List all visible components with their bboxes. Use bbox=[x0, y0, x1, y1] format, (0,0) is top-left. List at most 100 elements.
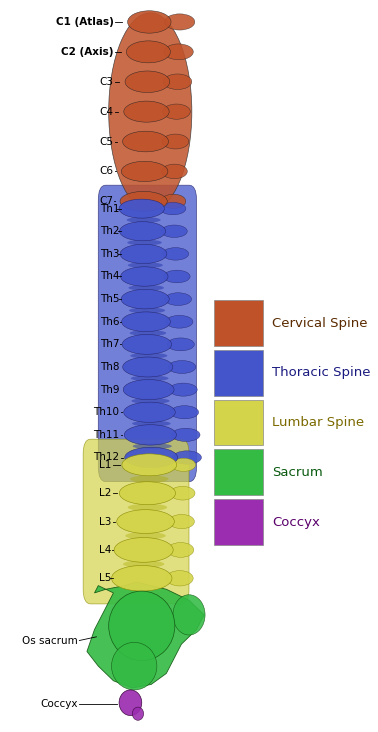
Ellipse shape bbox=[164, 14, 195, 30]
Ellipse shape bbox=[161, 194, 186, 209]
Ellipse shape bbox=[164, 44, 193, 60]
Text: L1: L1 bbox=[99, 460, 112, 470]
Ellipse shape bbox=[123, 380, 174, 400]
Text: C7: C7 bbox=[99, 196, 113, 206]
Ellipse shape bbox=[132, 707, 144, 720]
Text: Th2: Th2 bbox=[99, 226, 119, 236]
Ellipse shape bbox=[130, 330, 166, 336]
Ellipse shape bbox=[166, 571, 193, 586]
Text: L3: L3 bbox=[99, 517, 112, 526]
Text: Th3: Th3 bbox=[99, 249, 119, 259]
Ellipse shape bbox=[173, 451, 201, 464]
FancyBboxPatch shape bbox=[83, 439, 189, 604]
Ellipse shape bbox=[117, 509, 174, 534]
Ellipse shape bbox=[127, 239, 162, 245]
Ellipse shape bbox=[132, 421, 171, 427]
Text: Th10: Th10 bbox=[93, 407, 119, 417]
Ellipse shape bbox=[167, 542, 194, 557]
Ellipse shape bbox=[163, 74, 192, 89]
Ellipse shape bbox=[114, 537, 173, 562]
Ellipse shape bbox=[109, 12, 192, 211]
Ellipse shape bbox=[172, 428, 200, 441]
Ellipse shape bbox=[121, 161, 168, 182]
Text: C6: C6 bbox=[99, 166, 113, 176]
Ellipse shape bbox=[124, 425, 177, 445]
Text: C1 (Atlas): C1 (Atlas) bbox=[56, 17, 113, 27]
Ellipse shape bbox=[128, 504, 167, 511]
Ellipse shape bbox=[165, 293, 192, 305]
Ellipse shape bbox=[120, 244, 167, 264]
Text: Sacrum: Sacrum bbox=[272, 466, 323, 479]
FancyBboxPatch shape bbox=[98, 185, 197, 482]
Text: Th6: Th6 bbox=[99, 317, 119, 326]
Text: C5: C5 bbox=[99, 137, 113, 146]
Ellipse shape bbox=[167, 338, 194, 351]
Polygon shape bbox=[87, 582, 204, 688]
Ellipse shape bbox=[133, 444, 172, 449]
Ellipse shape bbox=[130, 475, 169, 482]
Text: C2 (Axis): C2 (Axis) bbox=[61, 47, 113, 57]
Ellipse shape bbox=[129, 285, 164, 291]
Ellipse shape bbox=[123, 561, 164, 568]
Text: Cervical Spine: Cervical Spine bbox=[272, 316, 368, 329]
Text: Coccyx: Coccyx bbox=[40, 699, 77, 709]
Ellipse shape bbox=[122, 131, 169, 152]
Text: Os sacrum: Os sacrum bbox=[22, 635, 77, 646]
Text: C3: C3 bbox=[99, 77, 113, 86]
Ellipse shape bbox=[121, 289, 169, 309]
Text: L2: L2 bbox=[99, 488, 112, 498]
Ellipse shape bbox=[169, 383, 197, 396]
Ellipse shape bbox=[124, 101, 169, 122]
Text: L5: L5 bbox=[99, 573, 112, 583]
Ellipse shape bbox=[130, 353, 167, 359]
Text: Th12: Th12 bbox=[93, 452, 119, 463]
Text: Th8: Th8 bbox=[99, 362, 119, 372]
Text: Th11: Th11 bbox=[93, 430, 119, 440]
Text: Thoracic Spine: Thoracic Spine bbox=[272, 366, 371, 379]
Ellipse shape bbox=[127, 11, 171, 33]
Text: C4: C4 bbox=[99, 107, 113, 116]
Ellipse shape bbox=[122, 312, 170, 332]
Ellipse shape bbox=[172, 458, 196, 471]
Text: Coccyx: Coccyx bbox=[272, 515, 320, 529]
Ellipse shape bbox=[122, 454, 177, 476]
Ellipse shape bbox=[163, 104, 190, 119]
Ellipse shape bbox=[109, 591, 175, 661]
Ellipse shape bbox=[123, 357, 173, 377]
Ellipse shape bbox=[120, 192, 167, 211]
Ellipse shape bbox=[119, 482, 175, 504]
Ellipse shape bbox=[162, 164, 187, 179]
Ellipse shape bbox=[161, 225, 187, 237]
Ellipse shape bbox=[125, 71, 170, 92]
Ellipse shape bbox=[131, 376, 169, 381]
Ellipse shape bbox=[121, 266, 168, 286]
Ellipse shape bbox=[112, 643, 157, 690]
Ellipse shape bbox=[166, 315, 193, 328]
FancyBboxPatch shape bbox=[214, 300, 263, 346]
Ellipse shape bbox=[125, 447, 178, 468]
Ellipse shape bbox=[119, 199, 164, 218]
Ellipse shape bbox=[170, 406, 198, 419]
Text: Th9: Th9 bbox=[99, 384, 119, 395]
Text: Th7: Th7 bbox=[99, 340, 119, 349]
Ellipse shape bbox=[163, 247, 189, 260]
Text: Th5: Th5 bbox=[99, 294, 119, 304]
Ellipse shape bbox=[168, 360, 196, 373]
Ellipse shape bbox=[119, 222, 166, 241]
Ellipse shape bbox=[170, 486, 195, 500]
Ellipse shape bbox=[132, 398, 170, 404]
Ellipse shape bbox=[127, 217, 161, 223]
Ellipse shape bbox=[162, 134, 189, 149]
FancyBboxPatch shape bbox=[214, 400, 263, 446]
Ellipse shape bbox=[122, 335, 172, 354]
FancyBboxPatch shape bbox=[214, 499, 263, 545]
Text: Lumbar Spine: Lumbar Spine bbox=[272, 416, 364, 429]
Ellipse shape bbox=[125, 532, 166, 539]
Text: L4: L4 bbox=[99, 545, 112, 555]
Ellipse shape bbox=[173, 594, 205, 635]
Text: Th1: Th1 bbox=[99, 203, 119, 214]
FancyBboxPatch shape bbox=[214, 350, 263, 396]
Ellipse shape bbox=[112, 565, 172, 591]
FancyBboxPatch shape bbox=[214, 449, 263, 496]
Ellipse shape bbox=[124, 402, 175, 422]
